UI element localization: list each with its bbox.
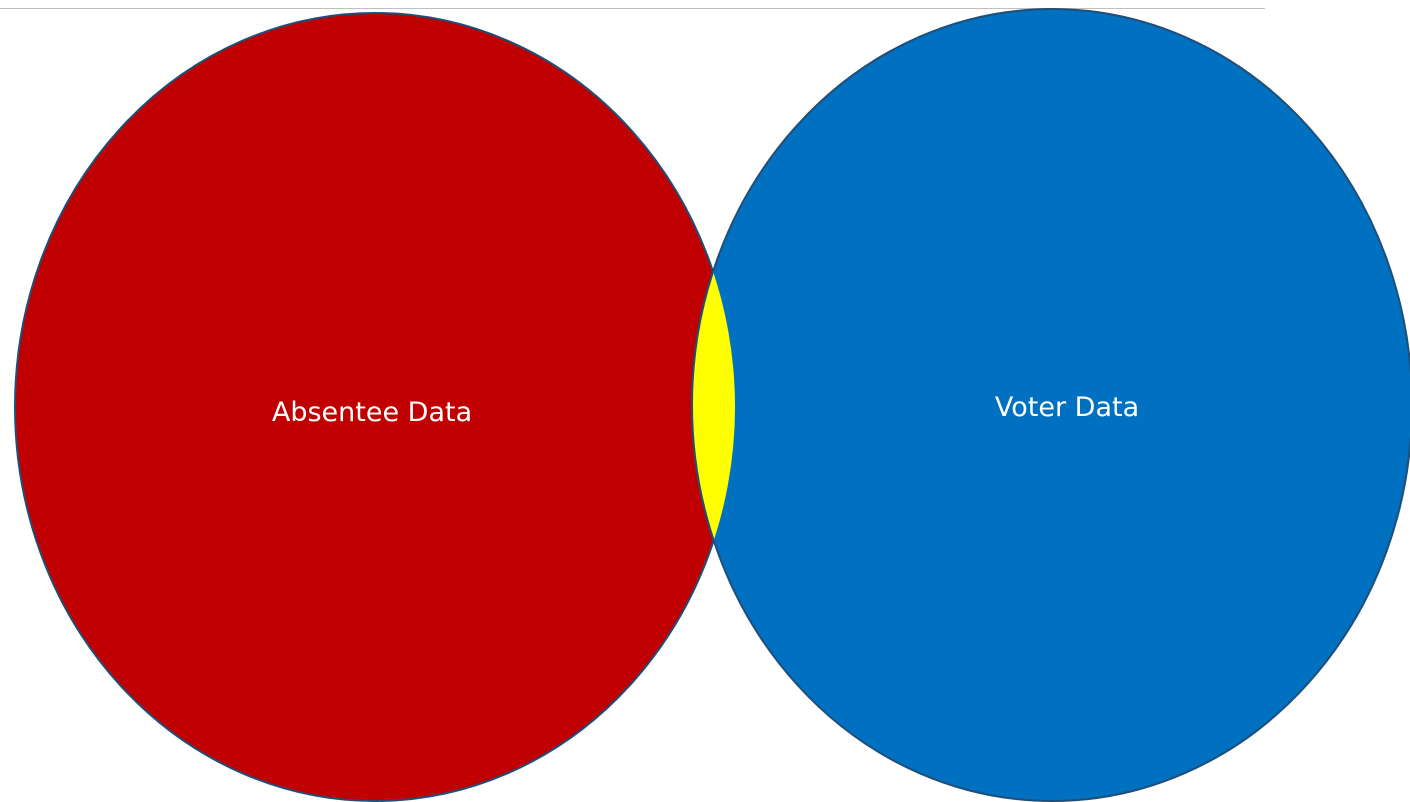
venn-label-absentee-data: Absentee Data xyxy=(272,397,472,428)
venn-intersection xyxy=(691,13,735,801)
top-divider-line xyxy=(0,8,1265,9)
venn-label-voter-data: Voter Data xyxy=(995,392,1139,423)
